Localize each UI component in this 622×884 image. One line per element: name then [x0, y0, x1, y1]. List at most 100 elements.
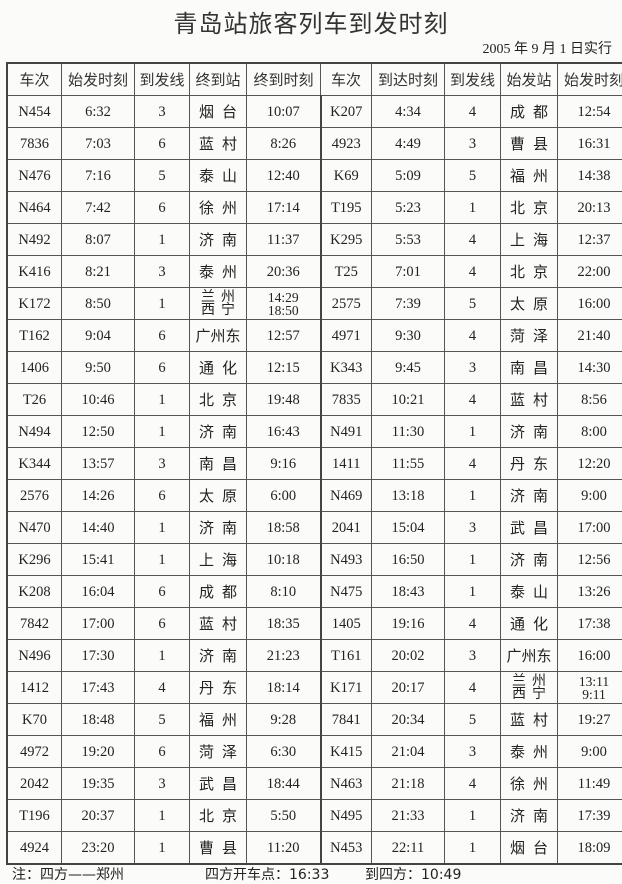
cell-depart-time: 23:20 — [61, 831, 135, 865]
cell-depart-time: 20:13 — [557, 191, 622, 224]
cell-terminal-station: 北京 — [189, 383, 247, 416]
cell-train-no: 2575 — [319, 287, 372, 320]
cell-depart-time: 13:11 9:11 — [557, 671, 622, 704]
table-row: T196 20:37 1 北京 5:50 N495 21:33 1 济南 17:39 — [6, 799, 622, 832]
cell-depart-time: 8:00 — [557, 415, 622, 448]
cell-arrive-time: 4:34 — [371, 95, 445, 128]
cell-terminal-station: 蓝村 — [189, 127, 247, 160]
cell-origin-station: 济南 — [500, 543, 558, 576]
cell-terminal-station: 菏泽 — [189, 735, 247, 768]
cell-depart-time: 10:46 — [61, 383, 135, 416]
table-row: 1406 9:50 6 通化 12:15 K343 9:45 3 南昌 14:30 — [6, 351, 622, 384]
footnote-route: 注：四方——郑州 — [12, 867, 124, 883]
cell-train-no: N492 — [6, 223, 62, 256]
cell-track: 3 — [134, 255, 190, 288]
cell-arrive-time: 9:30 — [371, 319, 445, 352]
cell-track: 3 — [444, 639, 501, 672]
page-title: 青岛站旅客列车到发时刻 — [173, 10, 449, 38]
cell-arrive-time: 9:45 — [371, 351, 445, 384]
cell-depart-time: 9:50 — [61, 351, 135, 384]
cell-arrive-time: 17:14 — [246, 191, 321, 224]
cell-terminal-station: 泰州 — [189, 255, 247, 288]
cell-arrive-time: 20:36 — [246, 255, 321, 288]
table-row: K416 8:21 3 泰州 20:36 T25 7:01 4 北京 22:00 — [6, 255, 622, 288]
cell-train-no: K171 — [319, 671, 372, 704]
cell-depart-time: 7:03 — [61, 127, 135, 160]
table-row: N454 6:32 3 烟台 10:07 K207 4:34 4 成都 12:54 — [6, 95, 622, 128]
cell-arrive-time: 5:50 — [246, 799, 321, 832]
cell-train-no: 1406 — [6, 351, 62, 384]
cell-train-no: 2042 — [6, 767, 62, 800]
cell-arrive-time: 21:23 — [246, 639, 321, 672]
cell-terminal-station: 广州东 — [189, 319, 247, 352]
cell-origin-station: 北京 — [500, 255, 558, 288]
cell-arrive-time: 12:40 — [246, 159, 321, 192]
cell-origin-station: 菏泽 — [500, 319, 558, 352]
cell-arrive-time: 18:44 — [246, 767, 321, 800]
cell-track: 1 — [134, 639, 190, 672]
cell-arrive-time: 15:04 — [371, 511, 445, 544]
table-row: 7836 7:03 6 蓝村 8:26 4923 4:49 3 曹县 16:31 — [6, 127, 622, 160]
cell-train-no: K70 — [6, 703, 62, 736]
cell-train-no: N496 — [6, 639, 62, 672]
cell-depart-time: 19:27 — [557, 703, 622, 736]
cell-track: 1 — [134, 831, 190, 865]
cell-depart-time: 16:04 — [61, 575, 135, 608]
cell-track: 4 — [444, 223, 501, 256]
cell-train-no: N470 — [6, 511, 62, 544]
cell-depart-time: 17:39 — [557, 799, 622, 832]
effective-date: 2005 年 9 月 1 日实行 — [482, 42, 613, 57]
cell-train-no: K69 — [319, 159, 372, 192]
cell-arrive-time: 11:37 — [246, 223, 321, 256]
cell-terminal-station: 济南 — [189, 415, 247, 448]
table-row: K70 18:48 5 福州 9:28 7841 20:34 5 蓝村 19:27 — [6, 703, 622, 736]
cell-origin-station: 广州东 — [500, 639, 558, 672]
cell-train-no: K344 — [6, 447, 62, 480]
cell-track: 1 — [444, 575, 501, 608]
cell-depart-time: 14:38 — [557, 159, 622, 192]
cell-depart-time: 21:40 — [557, 319, 622, 352]
cell-depart-time: 17:38 — [557, 607, 622, 640]
cell-train-no: N491 — [319, 415, 372, 448]
cell-origin-station: 北京 — [500, 191, 558, 224]
cell-depart-time: 14:26 — [61, 479, 135, 512]
cell-origin-station: 太原 — [500, 287, 558, 320]
cell-train-no: N475 — [319, 575, 372, 608]
cell-terminal-station: 徐州 — [189, 191, 247, 224]
cell-track: 5 — [444, 159, 501, 192]
cell-track: 1 — [444, 543, 501, 576]
cell-depart-time: 18:09 — [557, 831, 622, 865]
column-header-train-no: 车次 — [320, 62, 372, 96]
cell-depart-time: 17:00 — [61, 607, 135, 640]
cell-arrive-time: 11:30 — [371, 415, 445, 448]
cell-train-no: 7835 — [319, 383, 372, 416]
table-row: K344 13:57 3 南昌 9:16 1411 11:55 4 丹东 12:20 — [6, 447, 622, 480]
cell-train-no: T161 — [319, 639, 372, 672]
cell-arrive-time: 18:58 — [246, 511, 321, 544]
cell-train-no: 4971 — [319, 319, 372, 352]
cell-arrive-time: 5:53 — [371, 223, 445, 256]
cell-track: 3 — [444, 351, 501, 384]
cell-depart-time: 8:50 — [61, 287, 135, 320]
table-row: N476 7:16 5 泰山 12:40 K69 5:09 5 福州 14:38 — [6, 159, 622, 192]
cell-arrive-time: 13:18 — [371, 479, 445, 512]
column-header-terminal-station: 终到站 — [189, 62, 247, 96]
cell-terminal-station: 烟台 — [189, 95, 247, 128]
cell-origin-station: 曹县 — [500, 127, 558, 160]
table-row: 2576 14:26 6 太原 6:00 N469 13:18 1 济南 9:00 — [6, 479, 622, 512]
table-row: 1412 17:43 4 丹东 18:14 K171 20:17 4 兰州 西宁 13:11 9:… — [6, 671, 622, 704]
table-row: T162 9:04 6 广州东 12:57 4971 9:30 4 菏泽 21:40 — [6, 319, 622, 352]
cell-arrive-time: 18:35 — [246, 607, 321, 640]
cell-track: 6 — [134, 191, 190, 224]
cell-arrive-time: 22:11 — [371, 831, 445, 865]
column-header-track: 到发线 — [134, 62, 190, 96]
cell-origin-station: 徐州 — [500, 767, 558, 800]
table-row: T26 10:46 1 北京 19:48 7835 10:21 4 蓝村 8:56 — [6, 383, 622, 416]
cell-arrive-time: 10:21 — [371, 383, 445, 416]
cell-train-no: T25 — [319, 255, 372, 288]
cell-track: 1 — [444, 831, 501, 865]
cell-depart-time: 8:07 — [61, 223, 135, 256]
cell-track: 1 — [134, 799, 190, 832]
cell-depart-time: 6:32 — [61, 95, 135, 128]
cell-track: 1 — [444, 191, 501, 224]
